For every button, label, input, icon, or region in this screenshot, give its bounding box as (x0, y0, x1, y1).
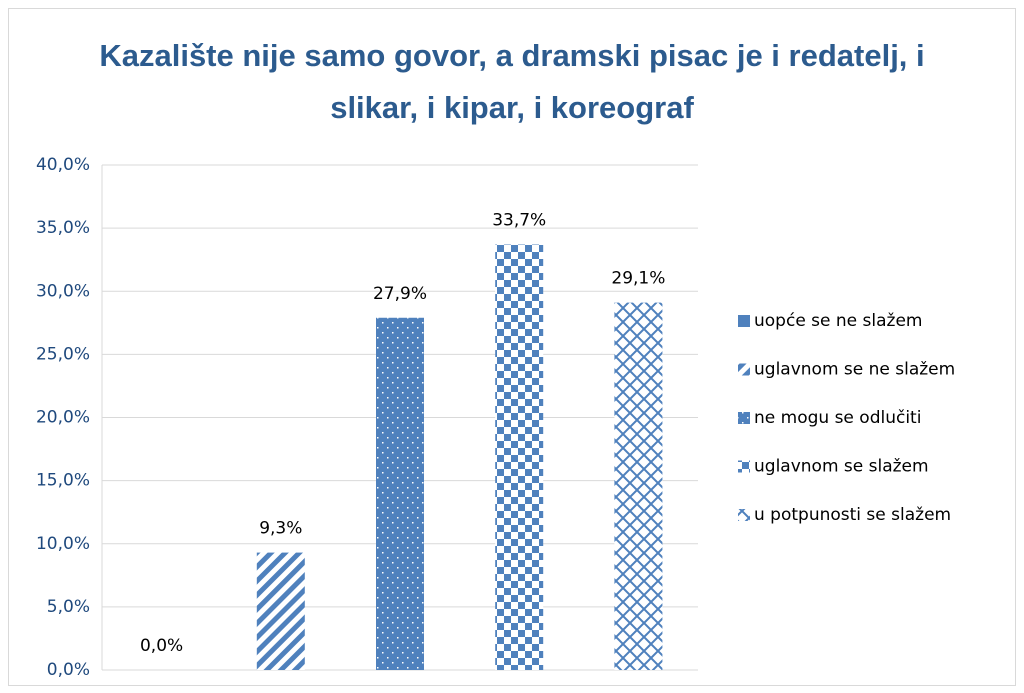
legend-label: uglavnom se ne slažem (754, 360, 955, 380)
data-label: 29,1% (611, 269, 665, 289)
bar (376, 317, 424, 670)
y-tick-label: 0,0% (47, 660, 90, 680)
y-tick-label: 30,0% (36, 281, 90, 301)
y-tick-label: 10,0% (36, 534, 90, 554)
bar (614, 302, 663, 670)
data-label: 9,3% (259, 519, 302, 539)
legend-swatch (738, 509, 750, 521)
y-tick-label: 40,0% (36, 155, 90, 175)
legend-label: uglavnom se slažem (754, 457, 929, 477)
bar (495, 244, 544, 670)
y-tick-label: 35,0% (36, 218, 90, 238)
y-tick-label: 25,0% (36, 344, 90, 364)
legend-swatch (738, 363, 750, 376)
legend-label: u potpunosti se slažem (754, 505, 951, 525)
chart-border (8, 8, 1016, 686)
chart-title: Kazalište nije samo govor, a dramski pis… (99, 38, 925, 125)
data-label: 27,9% (373, 284, 427, 304)
y-tick-label: 20,0% (36, 408, 90, 428)
y-tick-label: 5,0% (47, 597, 90, 617)
bar (256, 552, 305, 670)
legend-swatch (738, 460, 750, 473)
legend-label: uopće se ne slažem (754, 311, 922, 331)
data-label: 0,0% (140, 636, 183, 656)
legend-swatch (738, 412, 750, 424)
legend-label: ne mogu se odlučiti (754, 408, 921, 428)
data-label: 33,7% (492, 211, 546, 231)
y-tick-label: 15,0% (36, 471, 90, 491)
legend-swatch (738, 315, 750, 327)
